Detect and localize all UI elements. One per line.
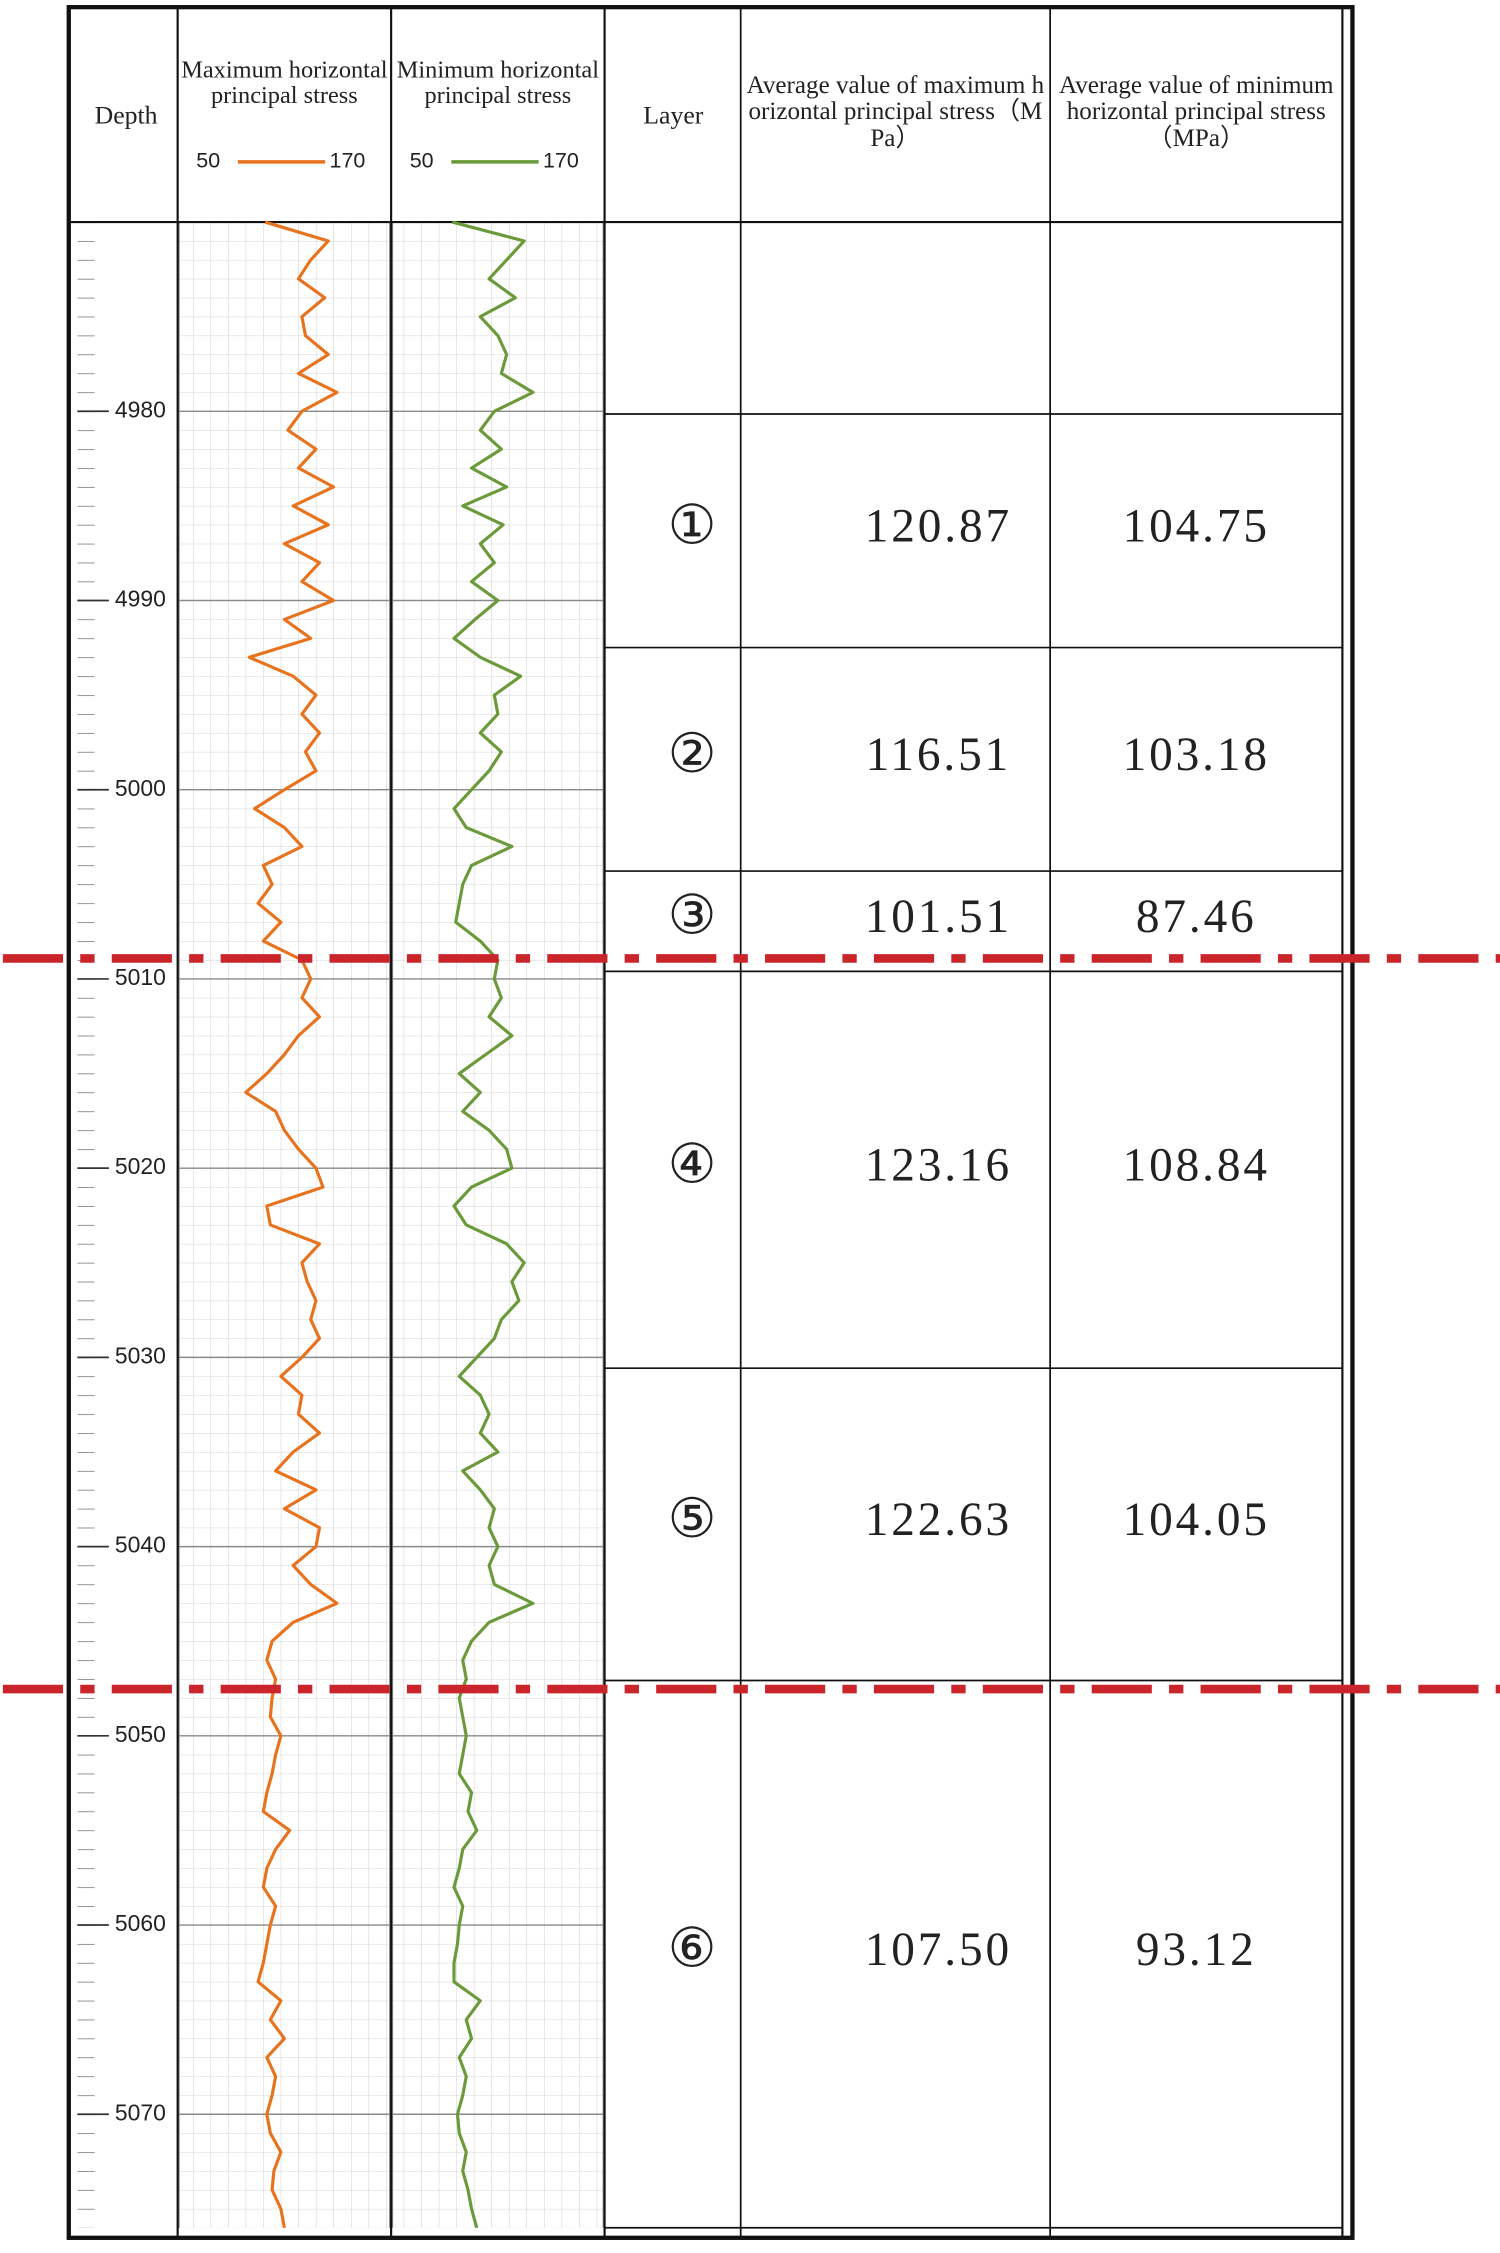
table-header-box: Average value of minimum horizontal prin…: [1058, 71, 1334, 152]
grids: [77, 222, 604, 2228]
y-tick-label: 5010: [115, 964, 166, 990]
stress-curve: [451, 220, 535, 2229]
max-stress: 120.87: [865, 501, 1012, 553]
table-header: Layer: [643, 100, 703, 129]
layer-label: ④: [668, 1133, 717, 1194]
min-stress: 108.84: [1123, 1140, 1270, 1192]
layer-label: ③: [668, 885, 717, 946]
min-stress: 103.18: [1123, 729, 1270, 781]
depth-label: Depth: [95, 100, 158, 129]
x-tick-label: 170: [543, 149, 579, 173]
track-title: Maximum horizontal principal stress: [181, 57, 388, 109]
minor-grid: [392, 222, 604, 2228]
y-tick-label: 4990: [115, 586, 166, 612]
y-tick-label: 5060: [115, 1910, 166, 1936]
y-tick-label: 5020: [115, 1153, 166, 1179]
min-stress: 93.12: [1136, 1924, 1257, 1976]
y-tick-label: 5050: [115, 1721, 166, 1747]
max-stress: 101.51: [865, 891, 1012, 943]
y-tick-label: 5070: [115, 2099, 166, 2125]
y-tick-label: 5030: [115, 1342, 166, 1368]
y-tick-label: 4980: [115, 396, 166, 422]
min-stress: 87.46: [1136, 891, 1257, 943]
track-header: Maximum horizontal principal stress: [181, 57, 388, 109]
max-stress: 107.50: [865, 1924, 1012, 1976]
min-stress: 104.05: [1123, 1494, 1270, 1546]
layer-label: ①: [668, 494, 717, 555]
y-tick-label: 5040: [115, 1532, 166, 1558]
x-tick-label: 50: [410, 149, 434, 173]
boundaries: [2, 954, 1500, 1694]
table-header: Average value of maximum horizontal prin…: [746, 71, 1045, 152]
outer-border: [66, 5, 1355, 2240]
max-stress: 116.51: [866, 729, 1011, 781]
x-tick-label: 170: [330, 149, 366, 173]
min-stress: 104.75: [1123, 501, 1270, 553]
minor-grid: [179, 222, 390, 2228]
layer-label: ⑤: [668, 1488, 717, 1549]
table-header-box: Average value of maximum horizontal prin…: [746, 71, 1045, 152]
plot: [244, 220, 535, 2229]
layer-label: ⑥: [668, 1918, 717, 1979]
x-tick-label: 50: [196, 149, 220, 173]
track-title: Minimum horizontal principal stress: [396, 57, 599, 109]
max-stress: 123.16: [865, 1140, 1012, 1192]
table-body: ① 120.87 104.75 ② 116.51 103.18 ③ 101.51 87.46 ④ 1…: [604, 413, 1343, 2229]
frame: [66, 5, 1355, 2240]
stress-curve: [244, 220, 339, 2229]
minor-ticks: [77, 222, 98, 2228]
table-header: Average value of minimum horizontal prin…: [1058, 71, 1334, 152]
track-header: Minimum horizontal principal stress: [396, 57, 599, 109]
max-stress: 122.63: [865, 1494, 1012, 1546]
layer-label: ②: [668, 723, 717, 784]
y-tick-label: 5000: [115, 775, 166, 801]
